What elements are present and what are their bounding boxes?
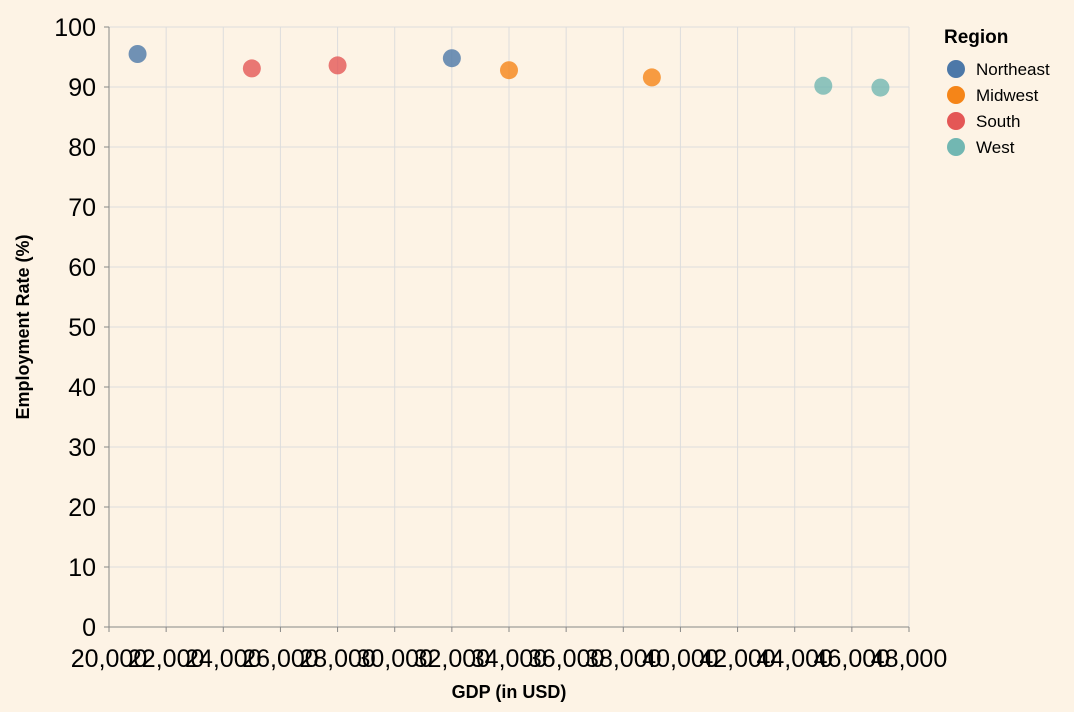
x-tick-label: 20,000 [71,645,147,673]
data-point-northeast [128,45,147,63]
data-point-midwest [642,68,661,87]
y-tick-label: 20 [68,494,96,522]
y-tick-label: 90 [68,74,96,102]
x-tick-label: 28,000 [299,645,375,673]
legend-swatch-west [947,138,965,156]
y-tick-label: 100 [54,14,96,42]
legend-swatch-midwest [947,86,965,104]
legend-swatch-northeast [947,60,965,78]
data-point-midwest [500,61,518,80]
y-tick-label: 30 [68,434,96,462]
data-point-south [328,56,347,75]
data-point-west [871,78,890,97]
x-axis-title: GDP (in USD) [452,682,567,702]
x-tick-label: 24,000 [185,645,261,673]
y-tick-label: 40 [68,374,96,402]
y-tick-label: 60 [68,254,96,282]
x-tick-label: 34,000 [471,645,547,673]
legend-title: Region [944,27,1008,48]
x-tick-label: 32,000 [414,645,490,673]
y-tick-label: 80 [68,134,96,162]
x-tick-label: 46,000 [814,645,890,673]
x-tick-label: 42,000 [699,645,775,673]
legend-label-midwest: Midwest [976,86,1039,105]
x-tick-label: 26,000 [242,645,318,673]
legend: Region Northeast Midwest South West [944,27,1050,157]
y-tick-label: 0 [82,614,96,642]
x-tick-label: 36,000 [528,645,604,673]
data-points [128,45,890,97]
legend-label-west: West [976,138,1015,157]
legend-label-south: South [976,112,1020,131]
x-tick-label: 48,000 [871,645,947,673]
data-point-northeast [442,49,461,68]
legend-swatch-south [947,112,965,130]
y-tick-label: 10 [68,554,96,582]
x-tick-label: 22,000 [128,645,204,673]
x-tick-label: 40,000 [642,645,718,673]
data-point-south [242,59,261,78]
x-tick-label: 38,000 [585,645,661,673]
x-tick-label: 44,000 [756,645,832,673]
legend-label-northeast: Northeast [976,60,1050,79]
y-tick-label: 70 [68,194,96,222]
x-tick-label: 30,000 [356,645,432,673]
y-axis-title: Employment Rate (%) [13,234,33,419]
grid [108,26,910,628]
axes: 20,00022,00024,00026,00028,00030,00032,0… [54,14,947,673]
y-tick-label: 50 [68,314,96,342]
data-point-west [814,76,833,95]
